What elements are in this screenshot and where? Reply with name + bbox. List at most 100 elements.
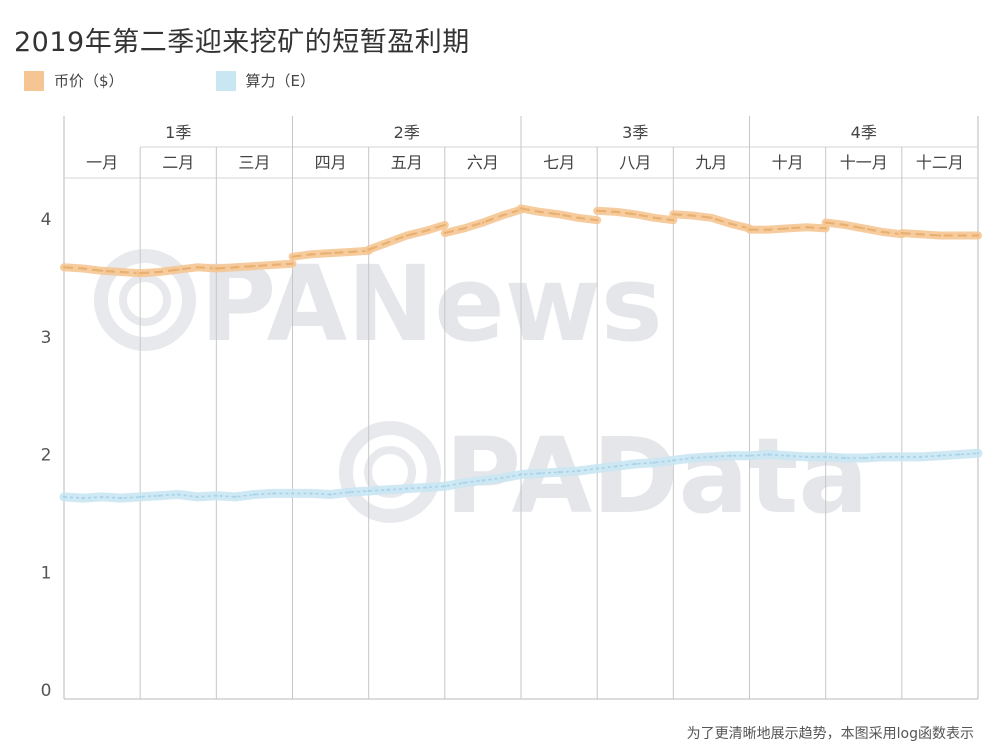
data-point (139, 495, 142, 499)
data-point (424, 229, 427, 232)
legend-label-hashrate: 算力（E） (245, 72, 316, 90)
data-point (824, 221, 827, 224)
series-line (749, 226, 826, 231)
y-tick-label: 0 (41, 681, 52, 701)
data-point (424, 486, 427, 489)
data-point (748, 454, 751, 457)
watermark-padata: PAData (339, 415, 869, 537)
data-point (443, 223, 446, 227)
data-point (81, 496, 85, 500)
data-point (824, 455, 827, 459)
data-point (81, 267, 85, 270)
data-point (672, 459, 675, 462)
series-line (520, 207, 598, 222)
data-point (538, 472, 542, 475)
data-point (253, 493, 256, 496)
data-point (443, 231, 446, 235)
quarter-label: 4季 (851, 123, 877, 142)
month-label: 六月 (467, 153, 499, 172)
series-layer (59, 204, 983, 503)
quarter-label: 1季 (165, 123, 191, 142)
data-point (862, 456, 865, 460)
data-point (310, 492, 313, 495)
data-point (367, 248, 370, 251)
month-label: 七月 (543, 153, 575, 172)
data-point (653, 461, 656, 464)
data-point (386, 488, 389, 491)
month-label: 三月 (238, 153, 270, 172)
data-point (538, 210, 542, 214)
data-point (881, 455, 884, 459)
data-point (500, 476, 504, 480)
data-point (938, 454, 942, 457)
data-point (158, 494, 161, 497)
month-label: 八月 (619, 153, 651, 172)
data-point (596, 467, 599, 470)
data-point (710, 216, 713, 219)
data-point (500, 214, 504, 217)
data-point (119, 496, 123, 500)
data-point (481, 479, 485, 482)
data-point (805, 455, 808, 459)
data-point (653, 216, 656, 219)
data-point (100, 269, 104, 272)
data-point (957, 234, 961, 237)
data-point (576, 469, 580, 473)
data-point (843, 223, 846, 227)
series-hashrate (59, 448, 983, 503)
watermark-logo-ring (339, 421, 441, 523)
month-label: 五月 (391, 153, 423, 172)
data-point (519, 473, 523, 476)
series-band (593, 206, 678, 225)
data-point (576, 216, 580, 219)
watermark-logo-ring (94, 249, 196, 351)
data-point (119, 270, 123, 274)
watermark-logo-inner (119, 274, 171, 326)
data-point (272, 263, 275, 267)
data-point (158, 270, 161, 274)
y-tick-label: 3 (41, 328, 52, 348)
chart-title: 2019年第二季迎来挖矿的短暂盈利期 (14, 27, 470, 58)
data-point (291, 262, 294, 265)
data-point (177, 493, 180, 496)
data-point (786, 227, 789, 230)
data-point (672, 213, 675, 216)
month-label: 十月 (772, 153, 804, 172)
series-line (140, 266, 217, 275)
y-axis: 4 3 2 1 0 (41, 210, 52, 701)
y-tick-label: 1 (41, 563, 52, 583)
data-point (596, 219, 599, 222)
data-point (481, 221, 485, 224)
footnote: 为了更清晰地展示趋势，本图采用log函数表示 (686, 726, 974, 742)
data-point (672, 219, 675, 222)
data-point (215, 494, 218, 497)
series-line (825, 221, 902, 236)
data-point (900, 231, 903, 235)
data-point (919, 455, 923, 459)
month-label: 十二月 (916, 153, 964, 172)
data-point (691, 214, 694, 217)
data-point (443, 485, 446, 488)
legend-swatch-hashrate (215, 70, 236, 91)
quarter-label: 2季 (394, 123, 420, 142)
data-point (348, 491, 351, 494)
data-point (634, 462, 637, 466)
data-point (805, 226, 808, 229)
data-point (615, 210, 618, 214)
month-label: 十一月 (840, 153, 888, 172)
data-point (919, 233, 923, 236)
data-point (367, 489, 370, 493)
legend-label-price: 币价（$） (54, 72, 124, 90)
data-point (405, 234, 408, 237)
series-band (669, 210, 754, 233)
data-point (291, 255, 294, 258)
month-label: 四月 (315, 153, 347, 172)
series-line (673, 213, 750, 230)
chart-frame (63, 116, 979, 700)
data-point (557, 471, 561, 474)
data-point (691, 456, 694, 460)
data-point (976, 452, 980, 455)
data-point (462, 481, 466, 484)
